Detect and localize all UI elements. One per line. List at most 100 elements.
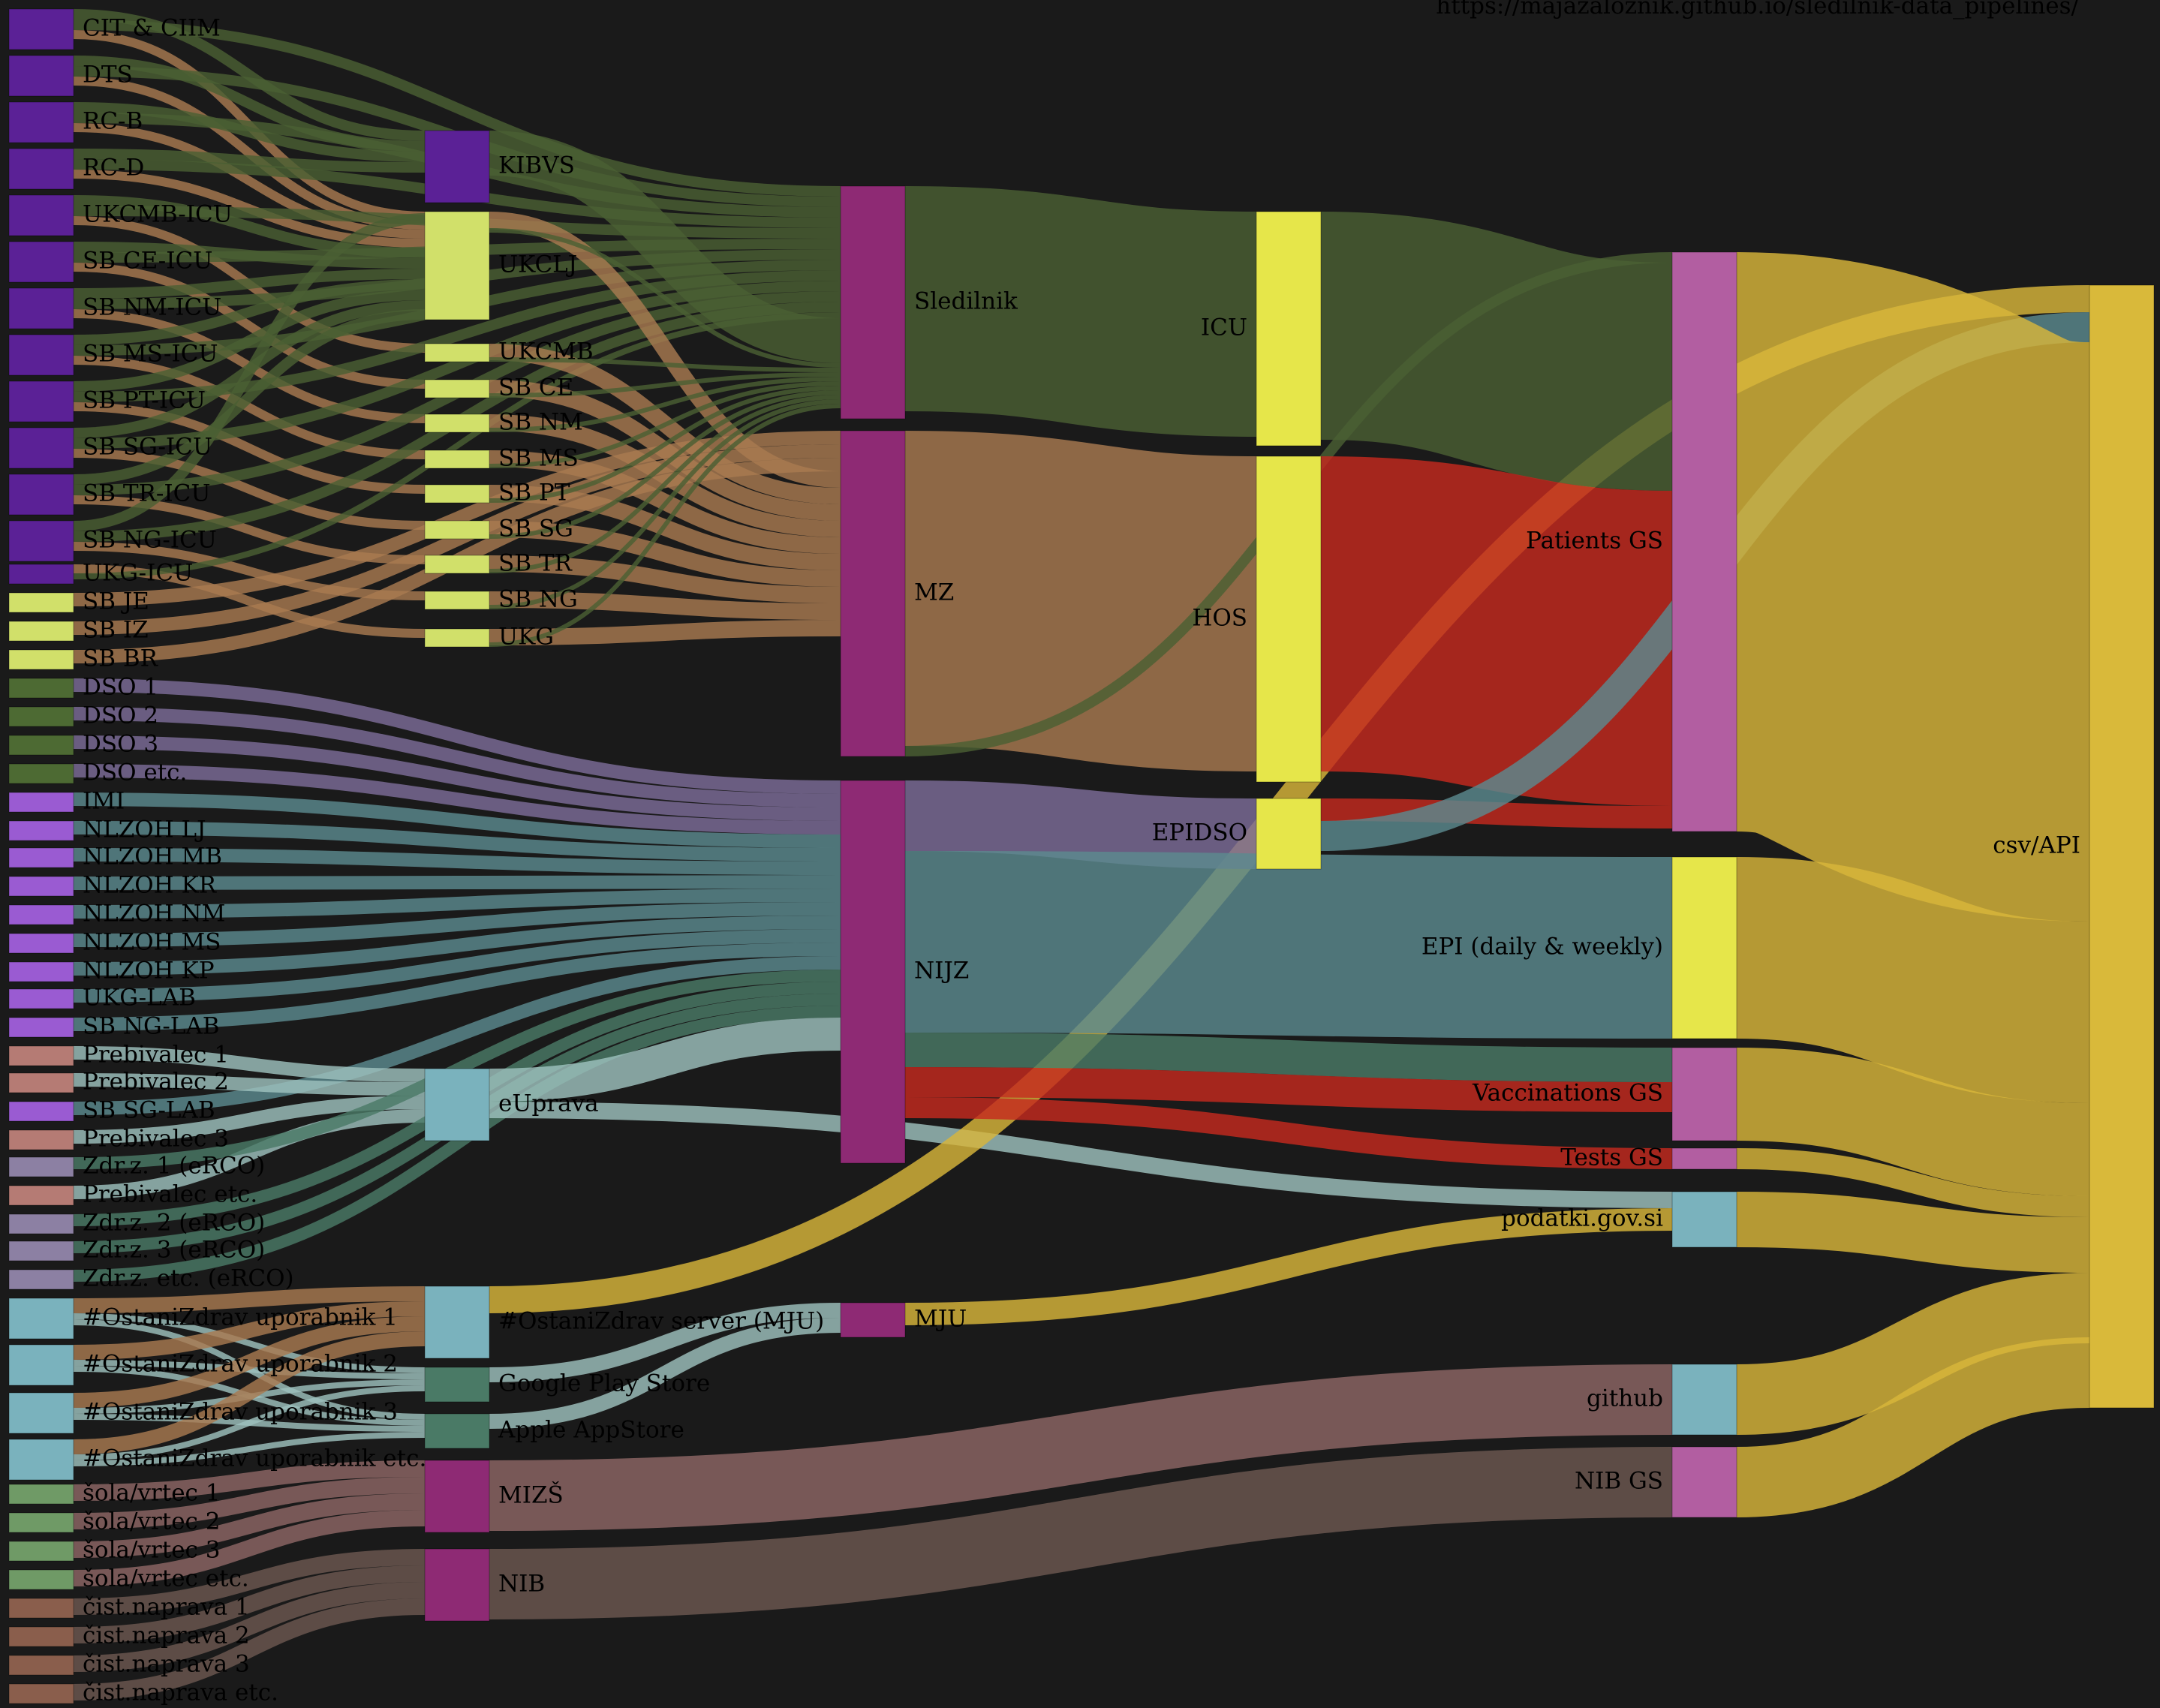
flow-nlzohmb-to-nijz[interactable] [73,848,841,875]
flow-nlzohnm-to-nijz[interactable] [73,889,841,919]
flow-euprava-to-podatki[interactable] [489,1102,1673,1208]
node-rect-ukg_icu[interactable] [8,564,74,585]
node-rect-nijz[interactable] [840,780,906,1164]
flow-kibvs-to-sledilnik[interactable] [489,131,841,363]
node-rect-sbng[interactable] [424,591,490,610]
flow-ukglab-to-nijz[interactable] [73,929,841,1003]
flow-nijz-to-epi[interactable] [904,851,1673,1039]
flow-sbng_icu-to-ukclj[interactable] [73,213,426,531]
node-rect-nib_gs[interactable] [1671,1446,1737,1518]
node-rect-dso3[interactable] [8,735,74,756]
node-rect-zdretc[interactable] [8,1269,74,1290]
flow-ouetc-to-appstore[interactable] [73,1432,426,1466]
flow-sbms_icu-to-sbms[interactable] [73,356,426,459]
flow-solaetc-to-mizs[interactable] [73,1510,426,1586]
node-rect-cist2[interactable] [8,1626,74,1647]
node-rect-nlzohlj[interactable] [8,820,74,841]
node-zdretc[interactable]: Zdr.z. etc. (eRCO) [8,1265,294,1292]
node-rect-sola2[interactable] [8,1512,74,1533]
node-rect-preb1[interactable] [8,1045,74,1066]
flow-nib_gs-to-csv[interactable] [1736,1337,2090,1517]
node-zdr1[interactable]: Zdr.z. 1 (eRCO) [8,1153,265,1180]
node-preb2[interactable]: Prebivalec 2 [8,1069,229,1096]
flow-ukcmb-to-sledilnik[interactable] [489,357,841,372]
flow-nlzohkp-to-nijz[interactable] [73,916,841,976]
flow-gplay-to-mju[interactable] [489,1303,841,1382]
node-nlzohkr[interactable]: NLZOH KR [8,872,218,899]
node-rect-cist1[interactable] [8,1598,74,1619]
node-rect-oz_server[interactable] [424,1286,490,1359]
flow-podatki-to-csv[interactable] [1736,1192,2090,1273]
flow-ukg-to-mz[interactable] [489,620,841,645]
node-sbpt_icu[interactable]: SB PT-ICU [8,380,206,422]
flow-nijz-to-epidso[interactable] [904,780,1257,869]
node-imi[interactable]: IMI [8,788,125,815]
flow-prebetc-to-euprava[interactable] [73,1109,426,1199]
node-preb3[interactable]: Prebivalec 3 [8,1126,229,1153]
node-sola3[interactable]: šola/vrtec 3 [8,1537,221,1564]
node-rect-rcd[interactable] [8,148,74,190]
flow-nijz-to-vacc_gs[interactable] [904,1033,1673,1082]
flow-tests_gs-to-csv[interactable] [1736,1148,2090,1217]
flow-preb3-to-euprava[interactable] [73,1096,426,1144]
node-rect-zdr2[interactable] [8,1213,74,1234]
node-rect-sbce_icu[interactable] [8,241,74,283]
node-rect-sbbr[interactable] [8,649,74,670]
flow-sbnm_icu-to-ukclj[interactable] [73,269,426,299]
node-gplay[interactable]: Google Play Store [424,1367,710,1403]
flow-ukg-to-sledilnik[interactable] [489,404,841,647]
node-csv[interactable]: csv/API [1993,284,2155,1409]
flow-sbms-to-sledilnik[interactable] [489,381,841,468]
flow-epidso-to-patients_gs[interactable] [1320,798,1673,828]
node-sledilnik[interactable]: Sledilnik [840,185,1018,419]
node-rect-cit[interactable] [8,8,74,50]
node-rect-csv[interactable] [2089,284,2155,1409]
node-rect-sbnm[interactable] [424,413,490,433]
node-rect-rcb[interactable] [8,101,74,143]
node-rect-dsoetc[interactable] [8,763,74,784]
flow-sbpt_icu-to-ukclj[interactable] [73,290,426,392]
flow-nijz-to-vacc_gs[interactable] [904,1067,1673,1112]
flow-euprava-to-nijz[interactable] [489,1018,841,1102]
flow-cist2-to-nib[interactable] [73,1565,426,1643]
node-rect-github[interactable] [1671,1364,1737,1436]
flow-cit-to-kibvs[interactable] [73,9,426,141]
flow-preb1-to-euprava[interactable] [73,1046,426,1082]
node-cist1[interactable]: čist.naprava 1 [8,1594,250,1621]
flow-sola1-to-mizs[interactable] [73,1460,426,1501]
node-rect-patients_gs[interactable] [1671,251,1737,832]
node-dsoetc[interactable]: DSO etc. [8,759,187,786]
flow-dso3-to-nijz[interactable] [73,735,841,821]
node-sbce_icu[interactable]: SB CE-ICU [8,241,212,283]
node-sbsg[interactable]: SB SG [424,516,573,543]
flow-sbpt_icu-to-sbpt[interactable] [73,402,426,494]
node-rect-nlzohkr[interactable] [8,876,74,897]
flow-icu-to-patients_gs[interactable] [1319,212,1674,491]
node-rect-imi[interactable] [8,792,74,813]
flow-sledilnik-to-icu[interactable] [904,186,1257,437]
node-sbsg_icu[interactable]: SB SG-ICU [8,427,212,469]
flow-hos-to-patients_gs[interactable] [1319,456,1674,806]
node-dso2[interactable]: DSO 2 [8,702,158,729]
node-rect-sola1[interactable] [8,1484,74,1505]
node-rect-mizs[interactable] [424,1460,490,1533]
flow-sbtr-to-mz[interactable] [489,555,841,603]
node-cist2[interactable]: čist.naprava 2 [8,1622,250,1649]
node-sbnm[interactable]: SB NM [424,409,583,436]
node-rect-ukclj[interactable] [424,211,490,320]
node-hos[interactable]: HOS [1192,456,1322,783]
node-rect-ou1[interactable] [8,1298,74,1340]
flow-dso2-to-nijz[interactable] [73,707,841,807]
flow-sbnm-to-sledilnik[interactable] [489,377,841,432]
flow-sbnglab-to-nijz[interactable] [73,943,841,1031]
node-rect-sbsg_icu[interactable] [8,427,74,469]
flow-nlzohlj-to-nijz[interactable] [73,821,841,862]
flow-sbtr-to-sledilnik[interactable] [489,395,841,573]
node-rect-sbsg[interactable] [424,520,490,540]
flow-sbng-to-mz[interactable] [489,591,841,620]
node-rect-sbtr[interactable] [424,555,490,574]
flow-cist1-to-nib[interactable] [73,1549,426,1615]
node-rect-ukcmb_icu[interactable] [8,194,74,236]
flow-sbng-to-sledilnik[interactable] [489,399,841,609]
node-rect-mz[interactable] [840,430,906,757]
